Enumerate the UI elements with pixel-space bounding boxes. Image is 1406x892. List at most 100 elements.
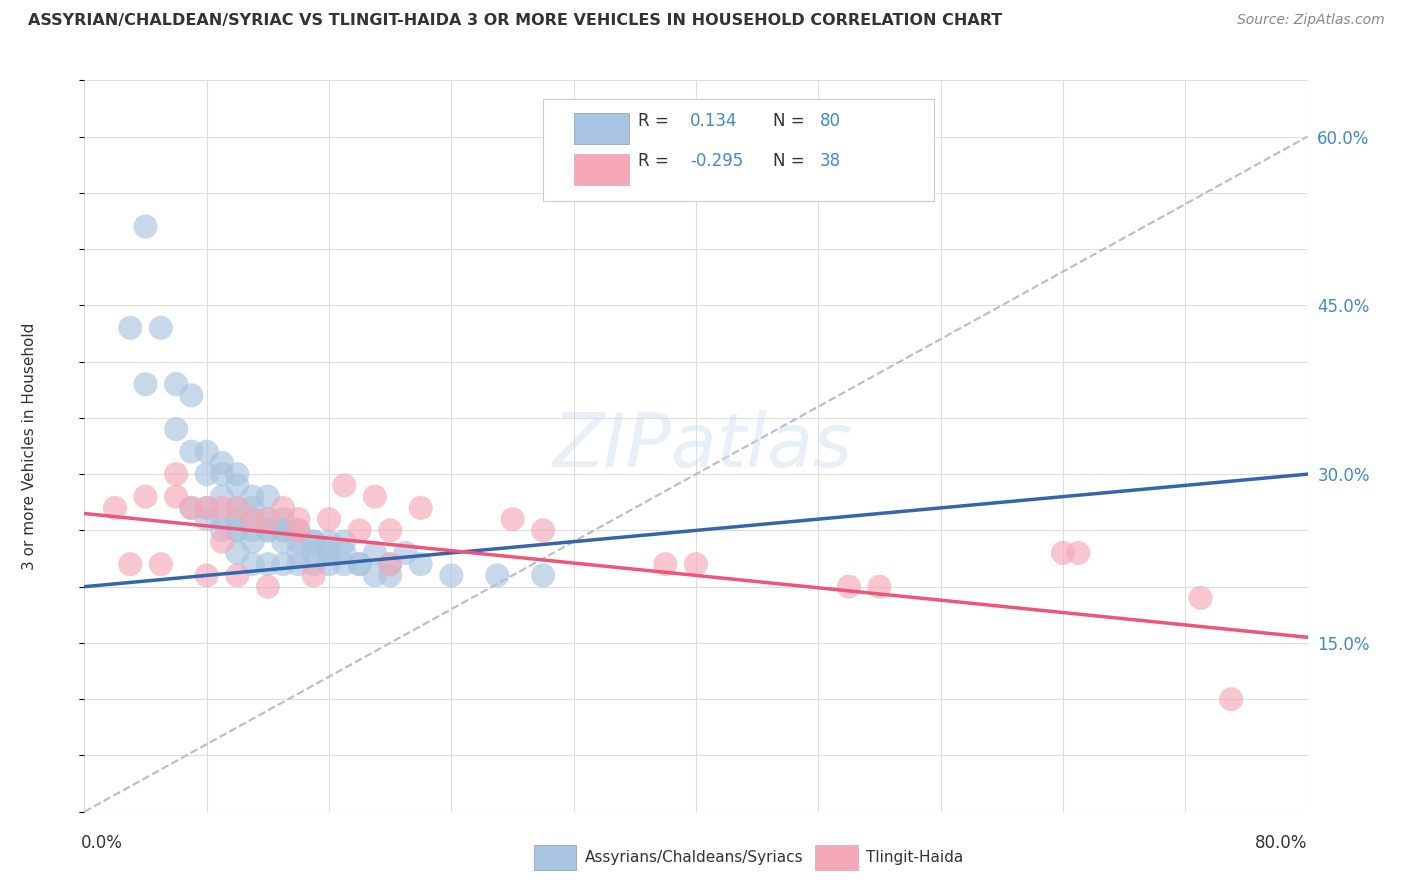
- Point: [869, 580, 891, 594]
- Text: Tlingit-Haida: Tlingit-Haida: [866, 850, 963, 865]
- Text: Assyrians/Chaldeans/Syriacs: Assyrians/Chaldeans/Syriacs: [585, 850, 803, 865]
- Point: [180, 500, 202, 515]
- Point: [349, 524, 371, 538]
- Point: [333, 546, 356, 560]
- Point: [1052, 546, 1074, 560]
- Point: [302, 557, 325, 571]
- Point: [195, 500, 218, 515]
- Point: [135, 377, 157, 392]
- Text: Source: ZipAtlas.com: Source: ZipAtlas.com: [1237, 13, 1385, 28]
- Point: [180, 444, 202, 458]
- Point: [838, 580, 860, 594]
- Point: [287, 534, 309, 549]
- Text: R =: R =: [638, 152, 669, 170]
- FancyBboxPatch shape: [543, 99, 935, 201]
- Point: [226, 524, 249, 538]
- Text: 38: 38: [820, 152, 841, 170]
- Point: [242, 512, 264, 526]
- Point: [195, 568, 218, 582]
- Point: [180, 500, 202, 515]
- Point: [242, 534, 264, 549]
- Point: [654, 557, 676, 571]
- Point: [120, 557, 142, 571]
- Point: [685, 557, 707, 571]
- Point: [135, 219, 157, 234]
- FancyBboxPatch shape: [574, 154, 628, 185]
- Text: 0.134: 0.134: [690, 112, 737, 129]
- Text: ZIPatlas: ZIPatlas: [553, 410, 853, 482]
- Point: [257, 524, 280, 538]
- Point: [271, 557, 294, 571]
- Text: ASSYRIAN/CHALDEAN/SYRIAC VS TLINGIT-HAIDA 3 OR MORE VEHICLES IN HOUSEHOLD CORREL: ASSYRIAN/CHALDEAN/SYRIAC VS TLINGIT-HAID…: [28, 13, 1002, 29]
- Point: [318, 546, 340, 560]
- Point: [226, 467, 249, 482]
- Point: [195, 512, 218, 526]
- Point: [302, 568, 325, 582]
- Text: N =: N =: [773, 112, 804, 129]
- Point: [211, 467, 233, 482]
- Point: [211, 490, 233, 504]
- Point: [149, 321, 172, 335]
- Point: [195, 500, 218, 515]
- Point: [531, 524, 554, 538]
- Point: [318, 557, 340, 571]
- Text: 80: 80: [820, 112, 841, 129]
- Point: [409, 500, 432, 515]
- Point: [302, 546, 325, 560]
- Point: [226, 512, 249, 526]
- Point: [502, 512, 524, 526]
- Point: [380, 524, 402, 538]
- Point: [104, 500, 127, 515]
- Point: [364, 568, 387, 582]
- Point: [1189, 591, 1212, 605]
- Point: [531, 568, 554, 582]
- Point: [257, 512, 280, 526]
- Point: [1067, 546, 1090, 560]
- Point: [287, 512, 309, 526]
- Point: [349, 557, 371, 571]
- Point: [195, 444, 218, 458]
- Point: [271, 524, 294, 538]
- Point: [242, 524, 264, 538]
- Point: [226, 524, 249, 538]
- Text: 0.0%: 0.0%: [80, 834, 122, 852]
- Point: [271, 500, 294, 515]
- Point: [380, 557, 402, 571]
- Point: [364, 546, 387, 560]
- Point: [271, 534, 294, 549]
- Point: [165, 377, 187, 392]
- Point: [318, 546, 340, 560]
- Point: [364, 490, 387, 504]
- Point: [195, 467, 218, 482]
- FancyBboxPatch shape: [574, 113, 628, 144]
- Point: [211, 524, 233, 538]
- Point: [211, 456, 233, 470]
- Point: [271, 524, 294, 538]
- Point: [257, 580, 280, 594]
- Point: [1220, 692, 1243, 706]
- Text: -0.295: -0.295: [690, 152, 744, 170]
- Point: [242, 500, 264, 515]
- Point: [180, 388, 202, 402]
- Point: [380, 557, 402, 571]
- Point: [226, 500, 249, 515]
- Point: [287, 524, 309, 538]
- Text: 80.0%: 80.0%: [1256, 834, 1308, 852]
- Point: [257, 524, 280, 538]
- Point: [486, 568, 509, 582]
- Point: [333, 557, 356, 571]
- Point: [302, 534, 325, 549]
- Point: [226, 500, 249, 515]
- Point: [211, 512, 233, 526]
- Point: [211, 500, 233, 515]
- Point: [271, 512, 294, 526]
- Point: [226, 546, 249, 560]
- Point: [211, 534, 233, 549]
- Point: [257, 512, 280, 526]
- Point: [242, 512, 264, 526]
- Point: [318, 534, 340, 549]
- Point: [287, 546, 309, 560]
- Point: [409, 557, 432, 571]
- Text: N =: N =: [773, 152, 804, 170]
- Point: [226, 478, 249, 492]
